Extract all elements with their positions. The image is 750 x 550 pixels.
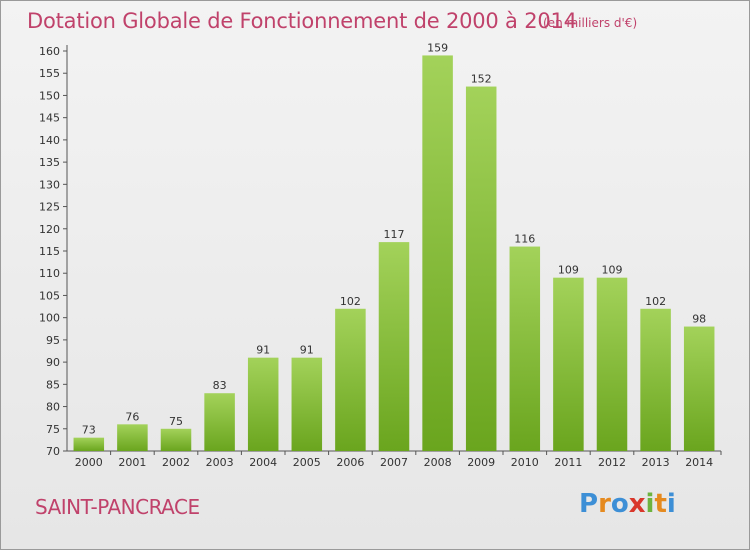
- x-tick-label: 2001: [118, 456, 146, 469]
- bar: [160, 428, 192, 451]
- x-tick-label: 2009: [467, 456, 495, 469]
- x-tick-label: 2003: [206, 456, 234, 469]
- x-tick-label: 2014: [685, 456, 713, 469]
- chart-title: Dotation Globale de Fonctionnement de 20…: [27, 9, 577, 33]
- logo-letter: t: [654, 489, 667, 519]
- x-tick-label: 2002: [162, 456, 190, 469]
- bar-value-label: 116: [514, 233, 535, 246]
- logo-letter: i: [645, 489, 655, 519]
- bar-value-label: 83: [213, 379, 227, 392]
- y-tick-label: 140: [39, 134, 60, 147]
- bar-value-label: 76: [125, 410, 139, 423]
- bar: [73, 437, 105, 451]
- bar-value-label: 109: [602, 264, 623, 277]
- logo-letter: P: [579, 489, 599, 519]
- bar: [117, 424, 148, 451]
- x-tick-label: 2005: [293, 456, 321, 469]
- logo-letter: x: [628, 489, 646, 519]
- logo-letter: r: [598, 489, 611, 519]
- proxiti-logo: Proxiti: [579, 489, 676, 519]
- y-tick-label: 160: [39, 45, 60, 58]
- bar: [422, 55, 453, 451]
- bar: [378, 242, 410, 451]
- bar-value-label: 109: [558, 264, 579, 277]
- bar-value-label: 91: [256, 344, 270, 357]
- x-tick-label: 2010: [511, 456, 539, 469]
- unit-label: (en milliers d'€): [543, 16, 638, 30]
- bar: [509, 246, 541, 451]
- logo-letter: o: [610, 489, 629, 519]
- x-tick-label: 2008: [424, 456, 452, 469]
- place-name: SAINT-PANCRACE: [35, 495, 200, 519]
- bar-value-label: 91: [300, 344, 314, 357]
- bar: [247, 357, 279, 451]
- bar: [335, 308, 366, 451]
- bar: [640, 308, 671, 451]
- x-tick-label: 2007: [380, 456, 408, 469]
- y-tick-label: 85: [46, 378, 60, 391]
- logo-letter: i: [666, 489, 676, 519]
- y-tick-label: 75: [46, 423, 60, 436]
- y-tick-label: 130: [39, 178, 60, 191]
- y-tick-label: 115: [39, 245, 60, 258]
- bar-value-label: 102: [645, 295, 666, 308]
- x-tick-label: 2011: [554, 456, 582, 469]
- x-tick-label: 2013: [642, 456, 670, 469]
- y-tick-label: 70: [46, 445, 60, 458]
- y-tick-label: 150: [39, 89, 60, 102]
- x-tick-label: 2004: [249, 456, 277, 469]
- y-tick-label: 145: [39, 112, 60, 125]
- bar: [465, 86, 497, 452]
- bar-value-label: 102: [340, 295, 361, 308]
- y-tick-label: 110: [39, 267, 60, 280]
- bar-value-label: 98: [692, 313, 706, 326]
- y-tick-label: 80: [46, 401, 60, 414]
- bar-value-label: 117: [384, 228, 405, 241]
- x-tick-label: 2012: [598, 456, 626, 469]
- x-tick-label: 2006: [336, 456, 364, 469]
- y-tick-label: 155: [39, 67, 60, 80]
- bar: [683, 326, 715, 451]
- y-tick-label: 100: [39, 312, 60, 325]
- y-tick-label: 125: [39, 201, 60, 214]
- bar: [204, 393, 235, 451]
- y-tick-label: 95: [46, 334, 60, 347]
- x-tick-label: 2000: [75, 456, 103, 469]
- y-tick-label: 90: [46, 356, 60, 369]
- y-tick-label: 105: [39, 289, 60, 302]
- bar-value-label: 73: [82, 424, 96, 437]
- bar: [291, 357, 323, 451]
- y-tick-label: 135: [39, 156, 60, 169]
- y-tick-label: 120: [39, 223, 60, 236]
- bar-value-label: 75: [169, 415, 183, 428]
- axes: 70 75 80 85 90 95 100 105 110 115 120 125 130 135 140 1…: [39, 45, 722, 469]
- bar: [553, 277, 584, 451]
- bar-value-label: 152: [471, 73, 492, 86]
- bar-value-label: 159: [427, 41, 448, 54]
- bar: [596, 277, 628, 451]
- bars: 73 76 75 83 91 91 102 117 159 152 116 109 109 102 98: [73, 41, 715, 452]
